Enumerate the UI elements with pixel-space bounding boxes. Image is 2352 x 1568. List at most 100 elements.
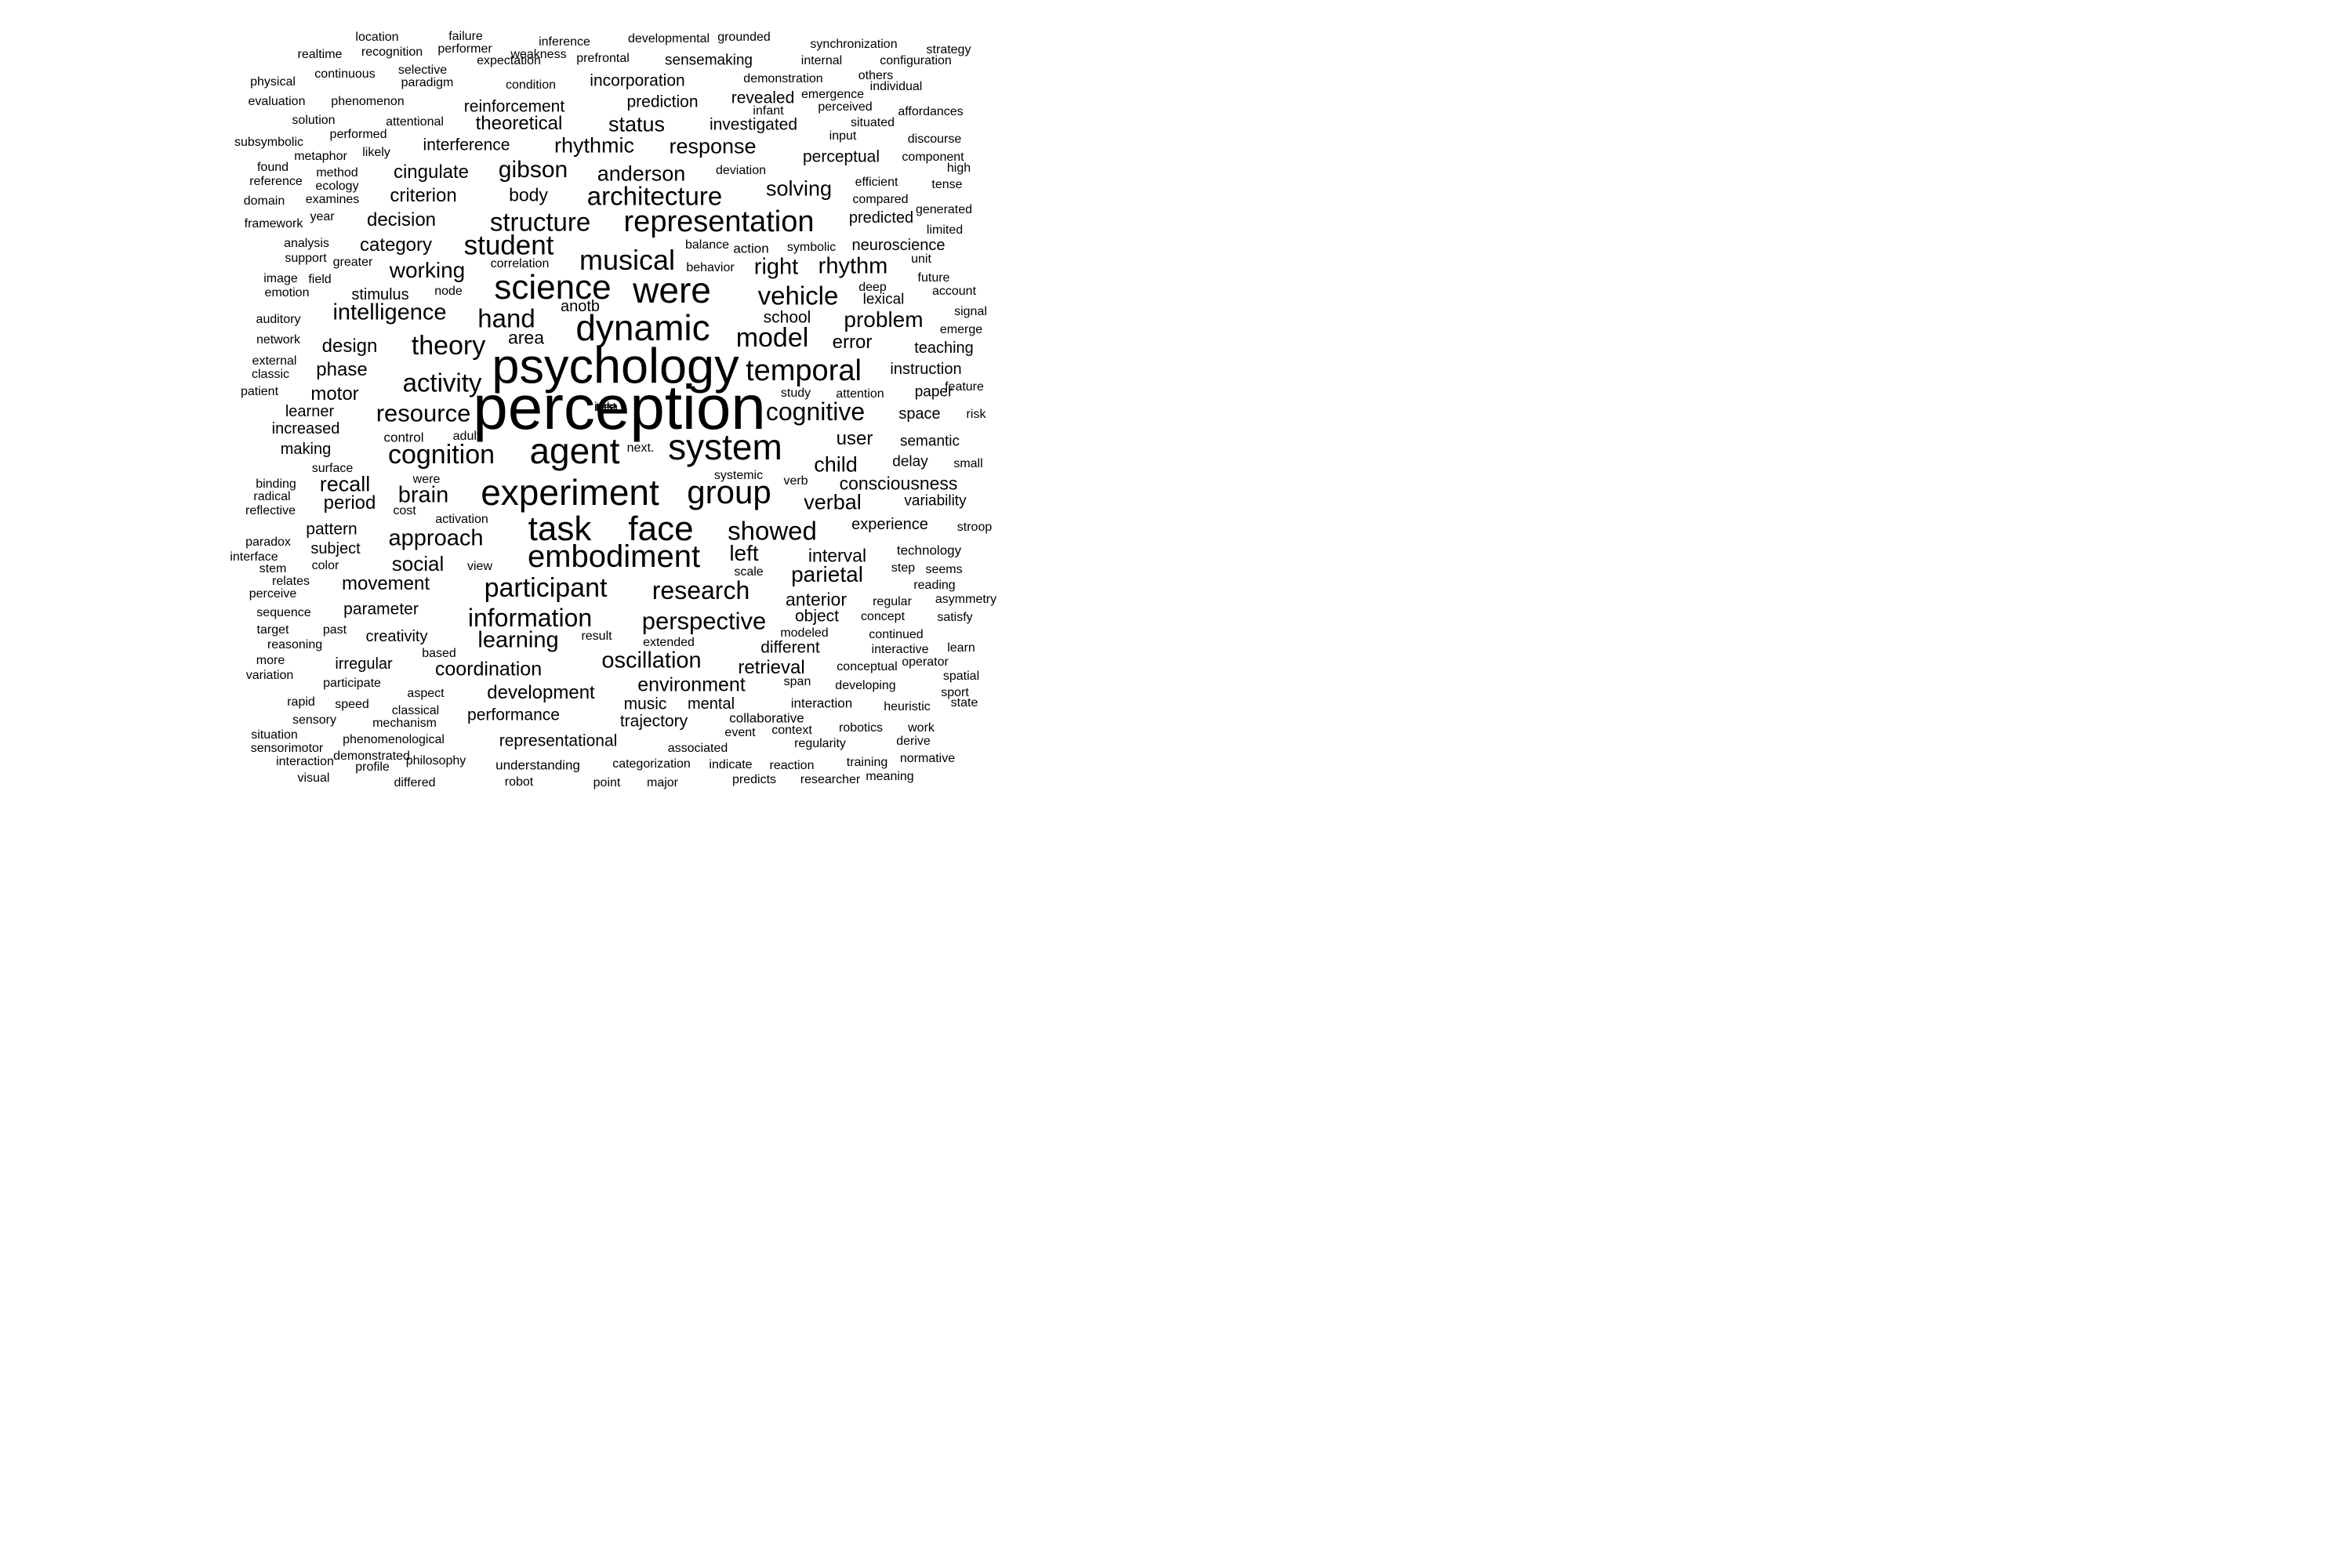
cloud-word: interference [423,136,510,154]
cloud-word: attentional [386,115,444,129]
cloud-word: component [902,151,964,164]
cloud-word: binding [256,477,296,491]
cloud-word: right [753,254,799,280]
cloud-word: response [669,134,757,158]
cloud-word: child [814,452,858,477]
cloud-word: sensemaking [665,52,753,69]
cloud-word: rhythm [818,253,888,279]
cloud-word: derive [896,735,931,748]
cloud-word: balance [684,238,730,252]
cloud-word: perception [473,372,766,442]
cloud-word: interaction [790,695,853,711]
cloud-word: performance [467,706,560,724]
cloud-word: emotion [264,286,310,299]
cloud-word: recognition [361,45,423,59]
cloud-word: task [528,510,592,548]
cloud-word: categorization [612,757,691,771]
cloud-word: feature [945,380,984,394]
cloud-word: theoretical [475,113,563,134]
cloud-word: irregular [335,655,393,673]
cloud-word: predicts [731,773,777,786]
cloud-word: oscillation [601,648,702,673]
cloud-word: consciousness [839,473,958,494]
cloud-word: left [729,541,759,565]
cloud-word: problem [844,307,924,332]
cloud-word: tense [931,178,963,191]
cloud-word: systemic [713,469,764,482]
cloud-word: verbal [804,490,862,514]
cloud-word: continued [869,628,924,641]
cloud-word: collaborative [729,710,804,726]
cloud-word: study [780,387,811,400]
cloud-word: associated [667,742,728,755]
cloud-word: framework [244,217,303,230]
cloud-word: deep [858,281,887,294]
cloud-word: interval [808,545,867,566]
cloud-word: attention [836,387,884,401]
cloud-word: space [898,405,941,423]
cloud-word: method [316,166,358,180]
cloud-word: individual [869,80,923,93]
cloud-word: meaning [866,770,914,783]
cloud-word: participant [484,573,608,603]
cloud-word: stroop [956,521,993,534]
cloud-word: external [252,354,297,368]
cloud-word: pattern [306,520,358,539]
cloud-word: work [908,721,935,735]
cloud-word: instruction [890,361,962,378]
cloud-word: incorporation [590,71,685,90]
cloud-word: school [763,308,811,327]
cloud-word: seems [925,563,963,576]
cloud-word: reflective [245,504,296,517]
cloud-word: limited [926,223,964,237]
cloud-word: field [308,273,332,286]
cloud-word: musical [579,244,676,276]
cloud-word: grounded [717,31,771,44]
cloud-word: reading [913,579,956,592]
cloud-word: heuristic [884,700,931,713]
word-cloud: perception psychology dynamic system exp… [0,0,1212,816]
cloud-word: experiment [481,472,659,513]
cloud-word: demonstrated [333,750,410,763]
cloud-word: regular [873,595,912,608]
cloud-word: selective [397,64,448,77]
cloud-word: situation [251,728,298,742]
cloud-word: representation [623,205,815,238]
cloud-word: failure [448,30,483,43]
cloud-word: semantic [899,433,960,450]
cloud-word: performer [437,42,492,56]
cloud-word: rule [595,401,617,414]
cloud-word: conceptual [837,660,898,673]
cloud-word: risk [966,408,986,421]
cloud-word: agent [529,430,620,471]
cloud-word: year [310,210,335,223]
cloud-word: activation [435,513,488,526]
cloud-word: behavior [686,261,735,274]
cloud-word: decision [366,209,437,230]
cloud-word: ecology [315,180,359,193]
cloud-word: cognition [387,440,495,470]
cloud-word: lexical [862,291,905,308]
cloud-word: perspective [641,607,767,635]
cloud-word: result [581,630,612,643]
cloud-word: internal [800,54,843,67]
cloud-word: network [256,333,301,347]
cloud-word: system [668,426,782,467]
cloud-word: surface [311,462,354,475]
cloud-word: revealed [731,89,795,107]
cloud-word: parameter [343,600,419,619]
cloud-word: cingulate [393,162,470,183]
cloud-word: psychology [492,339,739,394]
cloud-word: intelligence [332,299,447,325]
cloud-word: context [771,724,812,737]
cloud-word: representational [499,731,618,750]
cloud-word: speed [335,698,369,711]
cloud-word: found [256,161,289,174]
cloud-word: phenomenological [343,733,445,746]
cloud-word: classical [391,704,440,717]
cloud-word: error [832,332,873,353]
cloud-word: image [263,272,298,285]
cloud-word: efficient [855,176,898,189]
cloud-word: emerge [939,323,983,336]
cloud-word: robot [504,775,534,789]
